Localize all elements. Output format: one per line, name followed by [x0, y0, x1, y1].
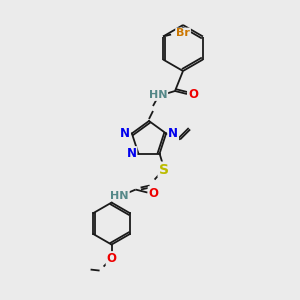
Text: N: N [126, 147, 136, 160]
Text: HN: HN [110, 190, 129, 201]
Text: O: O [106, 252, 117, 265]
Text: O: O [188, 88, 198, 101]
Text: HN: HN [149, 90, 167, 100]
Text: S: S [159, 163, 169, 177]
Text: N: N [120, 127, 130, 140]
Text: N: N [168, 127, 178, 140]
Text: O: O [148, 187, 159, 200]
Text: Br: Br [176, 28, 190, 38]
